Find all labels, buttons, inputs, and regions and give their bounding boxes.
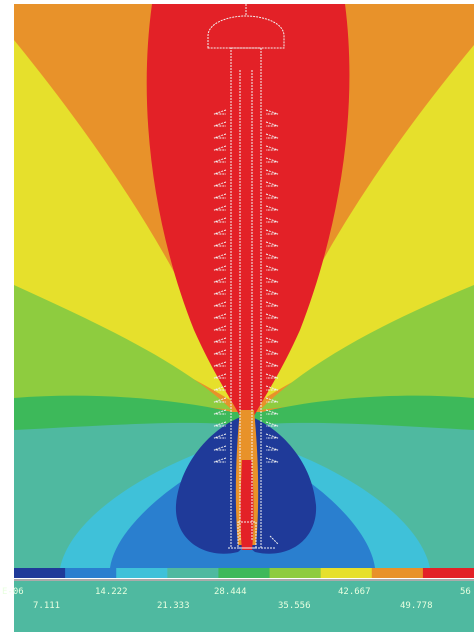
legend-tick-label: 49.778: [400, 601, 433, 611]
legend-swatch: [167, 568, 219, 578]
band-red: [146, 4, 350, 420]
contour-bands: [14, 4, 474, 568]
axis-marker: [269, 535, 279, 545]
legend-tick-label: 42.667: [338, 587, 371, 597]
legend-swatch: [371, 568, 424, 578]
legend-tick-label: 7.111: [33, 601, 60, 611]
legend-swatch: [320, 568, 373, 578]
legend-swatch: [218, 568, 271, 578]
legend-tick-label: 56: [460, 587, 471, 597]
legend-swatch: [422, 568, 474, 578]
legend-tick-label: E-06: [2, 587, 24, 597]
shed-profile-right: [265, 109, 279, 463]
legend-swatches: [14, 568, 474, 578]
band-neck-inner: [240, 460, 254, 550]
legend-footer-band: [14, 581, 474, 632]
legend-swatch: [14, 568, 66, 578]
shed-profile-left: [213, 109, 227, 463]
color-legend: E-06 14.222 28.444 42.667 56 7.111 21.33…: [2, 568, 474, 632]
insulator-outline: [207, 4, 285, 549]
grading-ring: [207, 15, 285, 49]
legend-tick-label: 21.333: [157, 601, 190, 611]
legend-swatch: [65, 568, 117, 578]
legend-swatch: [269, 568, 322, 578]
band-lightgreen: [14, 285, 232, 410]
band-lightgreen-right: [260, 285, 474, 410]
legend-tick-label: 28.444: [214, 587, 247, 597]
legend-tick-label: 14.222: [95, 587, 128, 597]
legend-swatch: [116, 568, 168, 578]
legend-tick-label: 35.556: [278, 601, 311, 611]
